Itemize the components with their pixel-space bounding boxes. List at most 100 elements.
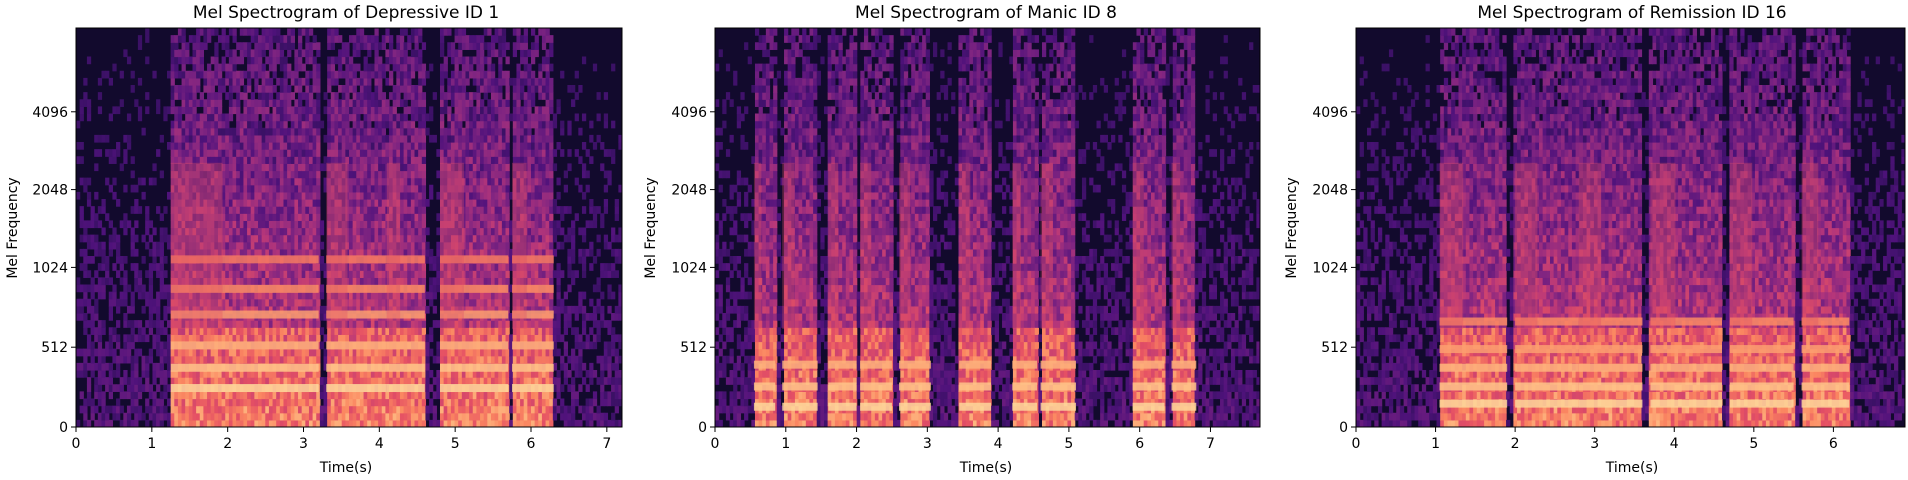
spectrogram-cell <box>396 398 401 407</box>
spectrogram-cell <box>192 106 197 115</box>
spectrogram-cell <box>254 334 259 343</box>
spectrogram-cell <box>363 77 368 86</box>
spectrogram-cell <box>480 405 485 414</box>
spectrogram-cell <box>345 327 350 335</box>
spectrogram-cell <box>287 348 292 357</box>
spectrogram-cell <box>181 170 186 179</box>
spectrogram-cell <box>272 305 277 314</box>
spectrogram-cell <box>330 234 336 243</box>
spectrogram-cell <box>272 35 277 43</box>
spectrogram-cell <box>334 248 339 257</box>
spectrogram-cell <box>389 92 394 100</box>
spectrogram-cell <box>338 405 343 414</box>
spectrogram-cell <box>421 419 427 427</box>
spectrogram-cell <box>265 213 270 221</box>
spectrogram-cell <box>403 206 408 214</box>
spectrogram-cell <box>341 199 346 207</box>
spectrogram-cell <box>116 355 121 364</box>
spectrogram-cell <box>465 270 470 278</box>
spectrogram-cell <box>217 334 223 343</box>
spectrogram-cell <box>330 42 336 50</box>
spectrogram-cell <box>367 156 372 164</box>
spectrogram-cell <box>483 28 488 36</box>
spectrogram-cell <box>294 70 299 79</box>
spectrogram-cell <box>232 327 237 335</box>
spectrogram-cell <box>287 298 292 307</box>
spectrogram-cell <box>210 405 215 414</box>
spectrogram-cell <box>421 391 427 400</box>
spectrogram-cell <box>298 77 303 86</box>
spectrogram-cell <box>236 106 241 115</box>
spectrogram-cell <box>374 99 379 107</box>
spectrogram-cell <box>287 405 292 414</box>
spectrogram-cell <box>250 298 255 307</box>
spectrogram-cell <box>472 127 477 136</box>
spectrogram-cell <box>268 377 274 385</box>
spectrogram-cell <box>145 320 150 328</box>
spectrogram-cell <box>480 327 485 335</box>
spectrogram-cell <box>410 149 416 157</box>
spectrogram-cell <box>370 99 376 107</box>
spectrogram-cell <box>265 412 270 421</box>
spectrogram-cell <box>174 298 179 307</box>
spectrogram-cell <box>276 327 281 335</box>
spectrogram-cell <box>181 149 186 157</box>
spectrogram-cell <box>327 220 332 229</box>
spectrogram-cell <box>469 348 474 357</box>
spectrogram-cell <box>236 206 241 214</box>
spectrogram-cell <box>480 99 485 107</box>
spectrogram-cell <box>359 199 365 207</box>
spectrogram-cell <box>472 298 477 307</box>
spectrogram-cell <box>210 248 215 257</box>
spectrogram-cell <box>476 206 481 214</box>
spectrogram-cell <box>210 320 215 328</box>
spectrogram-cell <box>425 412 430 421</box>
spectrogram-cell <box>429 184 434 193</box>
spectrogram-cell <box>389 56 394 65</box>
spectrogram-cell <box>247 248 252 257</box>
spectrogram-cell <box>341 291 346 300</box>
spectrogram-cell <box>407 248 412 257</box>
spectrogram-cell <box>469 206 474 214</box>
spectrogram-cell <box>108 313 113 321</box>
spectrogram-cell <box>407 177 412 186</box>
spectrogram-cell <box>356 327 361 335</box>
spectrogram-cell <box>232 170 237 179</box>
spectrogram-cell <box>447 127 452 136</box>
spectrogram-cell <box>447 199 452 207</box>
spectrogram-cell <box>192 291 197 300</box>
spectrogram-cell <box>359 106 365 115</box>
spectrogram-cell <box>112 156 117 164</box>
spectrogram-cell <box>436 348 441 357</box>
spectrogram-cell <box>101 412 106 421</box>
spectrogram-cell <box>338 99 343 107</box>
spectrogram-cell <box>461 291 467 300</box>
spectrogram-cell <box>207 405 212 414</box>
spectrogram-cell <box>410 355 416 364</box>
spectrogram-cell <box>287 163 292 172</box>
spectrogram-cell <box>389 170 394 179</box>
spectrogram-cell <box>472 391 477 400</box>
spectrogram-cell <box>429 348 434 357</box>
spectrogram-cell <box>374 398 379 407</box>
spectrogram-cell <box>272 320 277 328</box>
spectrogram-cell <box>319 384 325 392</box>
spectrogram-cell <box>250 35 255 43</box>
spectrogram-cell <box>349 77 354 86</box>
spectrogram-cell <box>356 348 361 357</box>
spectrogram-cell <box>254 156 259 164</box>
spectrogram-cell <box>188 355 194 364</box>
spectrogram-cell <box>90 213 95 221</box>
spectrogram-cell <box>243 348 248 357</box>
spectrogram-cell <box>112 241 117 250</box>
spectrogram-cell <box>196 291 201 300</box>
spectrogram-cell <box>461 405 467 414</box>
spectrogram-cell <box>225 63 230 72</box>
spectrogram-cell <box>94 284 99 293</box>
spectrogram-cell <box>272 263 277 271</box>
spectrogram-cell <box>101 362 106 371</box>
spectrogram-cell <box>480 355 485 364</box>
spectrogram-cell <box>436 241 441 250</box>
spectrogram-cell <box>225 35 230 43</box>
spectrogram-cell <box>327 170 332 179</box>
